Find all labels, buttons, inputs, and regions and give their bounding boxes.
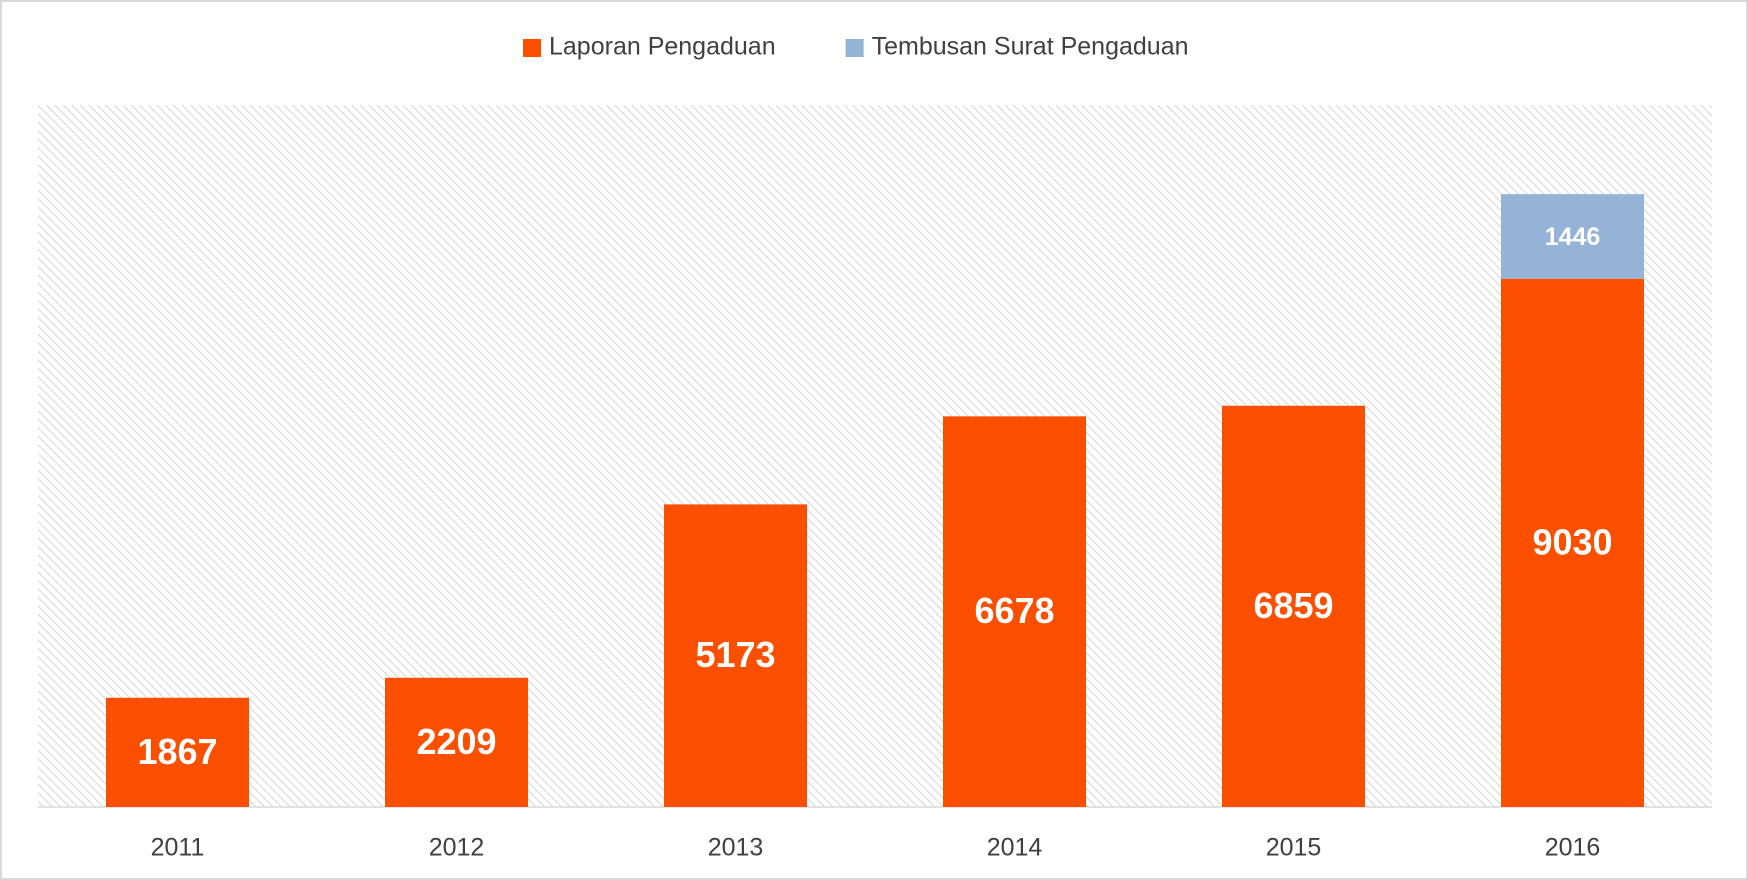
legend-label: Laporan Pengaduan <box>549 33 776 61</box>
data-label: 2209 <box>416 721 496 762</box>
data-label: 5173 <box>695 634 775 675</box>
x-tick-label: 2015 <box>1266 834 1322 862</box>
bar-segment <box>1501 194 1644 279</box>
bar-segment <box>664 504 807 807</box>
bar-segment <box>1501 278 1644 807</box>
bar-segment <box>106 697 249 807</box>
data-label: 1867 <box>137 731 217 772</box>
data-label: 9030 <box>1532 521 1612 562</box>
data-label: 6859 <box>1253 585 1333 626</box>
data-label: 1446 <box>1545 223 1601 251</box>
x-tick-label: 2012 <box>429 834 485 862</box>
x-tick-label: 2013 <box>708 834 764 862</box>
legend-swatch <box>523 39 541 57</box>
data-label: 6678 <box>974 590 1054 631</box>
x-tick-label: 2016 <box>1545 834 1601 862</box>
x-tick-label: 2014 <box>987 834 1043 862</box>
bar-segment <box>385 677 528 807</box>
plot-area <box>38 105 1712 807</box>
legend-label: Tembusan Surat Pengaduan <box>872 33 1189 61</box>
legend-swatch <box>845 39 864 57</box>
x-tick-label: 2011 <box>151 834 205 862</box>
bar-segment <box>943 416 1086 807</box>
bar-segment <box>1222 405 1365 807</box>
